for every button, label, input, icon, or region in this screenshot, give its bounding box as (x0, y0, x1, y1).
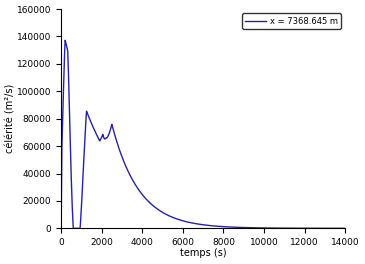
x = 7368.645 m (285, 227, 289, 230)
x = 7368.645 m (162, 212, 166, 215)
x = 7368.645 m (59, 227, 64, 230)
x = 7368.645 m (239, 226, 244, 229)
x = 7368.645 m (269, 227, 274, 230)
x = 7368.645 m (73, 227, 78, 230)
Legend: x = 7368.645 m: x = 7368.645 m (242, 13, 341, 29)
Y-axis label: célérité (m²/s): célérité (m²/s) (5, 84, 16, 153)
x = 7368.645 m (343, 227, 347, 230)
x = 7368.645 m (227, 225, 231, 229)
X-axis label: temps (s): temps (s) (180, 248, 226, 258)
x = 7368.645 m (63, 39, 68, 42)
Line: x = 7368.645 m: x = 7368.645 m (61, 40, 345, 228)
